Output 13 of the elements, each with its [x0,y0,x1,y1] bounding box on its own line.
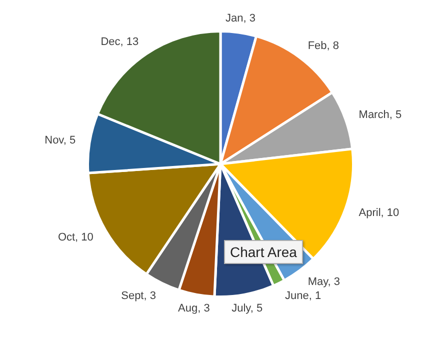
slice-label: May, 3 [308,276,340,288]
slice-label: Feb, 8 [308,40,340,52]
slice-label: April, 10 [358,207,400,220]
slice-label: June, 1 [285,290,322,302]
slice-label: Jan, 3 [226,12,256,25]
slice-label: March, 5 [358,108,402,121]
text: Chart Area [224,240,303,264]
slice-label: Nov, 5 [44,134,76,147]
slice-label: Dec, 13 [100,36,139,48]
slice-label: July, 5 [232,302,263,314]
slice-label: Sept, 3 [121,290,156,302]
slice-label: Aug, 3 [178,302,210,314]
slice-label: Oct, 10 [58,231,94,244]
